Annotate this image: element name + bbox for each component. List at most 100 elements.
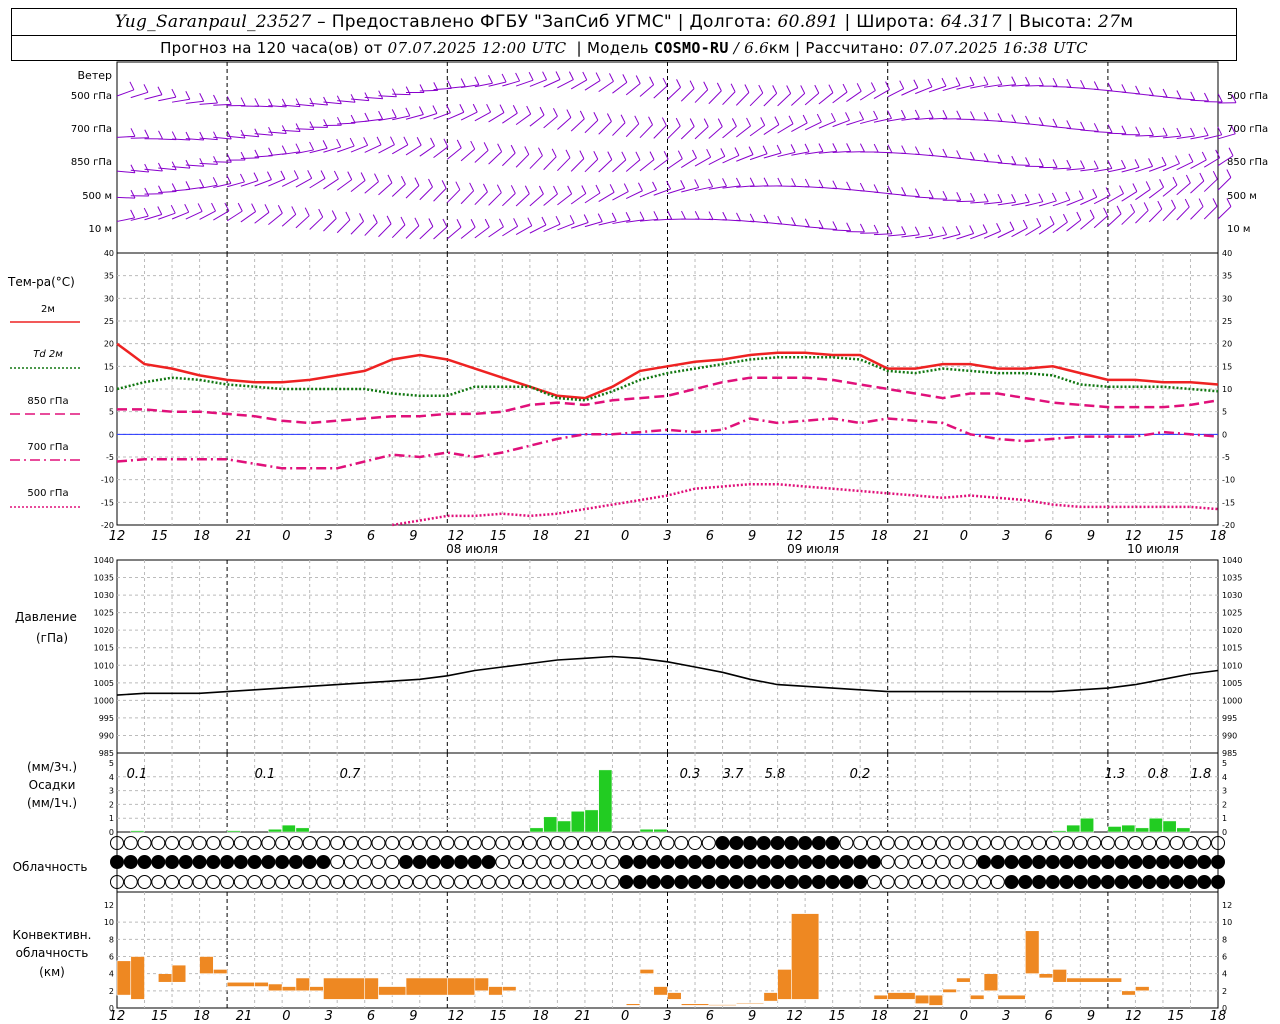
pressure-ytick-left: 1010 bbox=[94, 661, 114, 670]
wind-barb bbox=[391, 224, 406, 239]
wind-barb bbox=[667, 158, 683, 170]
wind-barb bbox=[502, 112, 518, 124]
time-tick-label-bottom: 9 bbox=[1087, 1009, 1095, 1024]
wind-barb bbox=[818, 150, 837, 154]
wind-barb bbox=[226, 210, 243, 222]
wind-barb bbox=[295, 149, 314, 154]
wind-barb-flag bbox=[970, 111, 975, 120]
cloud-cover-symbol bbox=[220, 836, 235, 850]
time-tick-label-bottom: 6 bbox=[706, 1009, 714, 1024]
wind-barb-flag bbox=[1148, 158, 1154, 167]
wind-barb-flag bbox=[887, 225, 893, 234]
cloud-cover-symbol bbox=[536, 875, 551, 889]
wind-barb bbox=[543, 115, 558, 129]
wind-barb-flag bbox=[416, 137, 422, 146]
wind-barb-flag bbox=[307, 170, 313, 179]
temp-ytick-right: 10 bbox=[1222, 385, 1232, 394]
wind-barb bbox=[1011, 164, 1030, 166]
model-resolution-unit: км bbox=[768, 39, 790, 57]
cloud-cover-symbol bbox=[509, 875, 524, 889]
cloud-cover-symbol bbox=[632, 836, 647, 850]
cloud-cover-symbol bbox=[399, 836, 414, 850]
wind-barb-flag bbox=[555, 71, 561, 80]
wind-barb bbox=[282, 129, 301, 133]
wind-barb-flag bbox=[1215, 149, 1221, 159]
conv-cloud-bar bbox=[268, 983, 283, 992]
time-tick-label-bottom: 15 bbox=[490, 1009, 507, 1024]
time-tick-label: 6 bbox=[1044, 529, 1052, 544]
temp-ytick-left: 40 bbox=[104, 249, 114, 258]
wind-barb-flag bbox=[185, 181, 191, 190]
cloud-cover-symbol bbox=[811, 855, 826, 869]
cloud-cover-symbol bbox=[206, 855, 221, 869]
wind-barb bbox=[680, 157, 697, 168]
cloud-cover-symbol bbox=[110, 875, 124, 889]
wind-barb bbox=[942, 85, 961, 92]
conv-cloud-bar bbox=[969, 994, 985, 1000]
cloud-cover-symbol bbox=[949, 875, 964, 889]
cloud-cover-symbol bbox=[178, 836, 193, 850]
conv-cloud-bar bbox=[956, 977, 971, 983]
wind-barb-flag bbox=[336, 138, 342, 148]
wind-barb bbox=[612, 219, 631, 225]
wind-barb bbox=[667, 86, 681, 101]
temp-ytick-right: 25 bbox=[1222, 317, 1232, 326]
conv-ytick-right: 6 bbox=[1222, 953, 1227, 962]
precip-ytick-right: 3 bbox=[1222, 787, 1227, 796]
wind-barb-flag bbox=[928, 189, 934, 199]
wind-barb bbox=[653, 125, 667, 139]
wind-barb-flag bbox=[1172, 176, 1178, 186]
wind-barb bbox=[570, 79, 588, 90]
wind-barb bbox=[777, 151, 796, 158]
wind-barb-flag bbox=[199, 179, 205, 188]
wind-barb-flag bbox=[541, 216, 547, 226]
cloud-cover-symbol bbox=[288, 836, 303, 850]
wind-barb bbox=[956, 84, 975, 90]
time-tick-label: 0 bbox=[960, 529, 968, 544]
wind-barb bbox=[213, 136, 232, 140]
wind-barb bbox=[488, 81, 507, 87]
wind-barb bbox=[970, 201, 989, 204]
precip-ytick-right: 4 bbox=[1222, 773, 1227, 782]
precip-bar bbox=[1080, 817, 1094, 833]
wind-barb bbox=[1121, 166, 1140, 173]
cloud-cover-symbol bbox=[330, 875, 345, 889]
wind-barb bbox=[915, 196, 934, 199]
time-tick-label: 15 bbox=[490, 529, 507, 544]
wind-barb-flag bbox=[1080, 79, 1086, 89]
time-tick-label: 3 bbox=[325, 529, 333, 544]
pressure-ytick-right: 985 bbox=[1222, 749, 1237, 758]
cloud-cover-symbol bbox=[178, 855, 193, 869]
time-tick-label-bottom: 12 bbox=[109, 1009, 126, 1024]
wind-barb-flag bbox=[1203, 127, 1209, 136]
cloud-cover-symbol bbox=[688, 855, 703, 869]
time-tick-label-bottom: 15 bbox=[829, 1009, 846, 1024]
wind-barb bbox=[970, 232, 988, 240]
cloud-cover-symbol bbox=[977, 836, 992, 850]
cloud-cover-symbol bbox=[701, 875, 716, 889]
temp-ytick-right: 5 bbox=[1222, 408, 1227, 417]
wind-barb-flag bbox=[1231, 94, 1237, 103]
wind-barb-flag bbox=[226, 175, 232, 184]
cloud-cover-symbol bbox=[605, 855, 620, 869]
wind-barb-flag bbox=[378, 110, 384, 120]
wind-level-label: 500 гПа bbox=[71, 91, 112, 102]
wind-barb-flag bbox=[689, 80, 695, 89]
cloud-cover-symbol bbox=[619, 855, 634, 869]
wind-barb-flag bbox=[1107, 82, 1113, 92]
wind-barb-flag bbox=[318, 208, 324, 218]
wind-barb-flag bbox=[692, 149, 697, 159]
wind-barb bbox=[1135, 210, 1149, 224]
cloud-cover-symbol bbox=[646, 855, 661, 869]
header-forecast-box: Прогноз на 120 часа(ов) от 07.07.2025 12… bbox=[11, 35, 1237, 61]
wind-barb bbox=[1217, 206, 1232, 220]
wind-barb bbox=[791, 93, 806, 106]
conv-cloud-bar bbox=[1121, 990, 1136, 996]
wind-barb bbox=[1025, 84, 1044, 87]
wind-barb bbox=[997, 229, 1015, 239]
wind-barb bbox=[364, 144, 382, 153]
wind-barb-flag bbox=[760, 117, 766, 126]
wind-barb-flag bbox=[1130, 203, 1136, 213]
wind-barb-flag bbox=[1143, 202, 1149, 211]
cloud-cover-symbol bbox=[399, 855, 414, 869]
